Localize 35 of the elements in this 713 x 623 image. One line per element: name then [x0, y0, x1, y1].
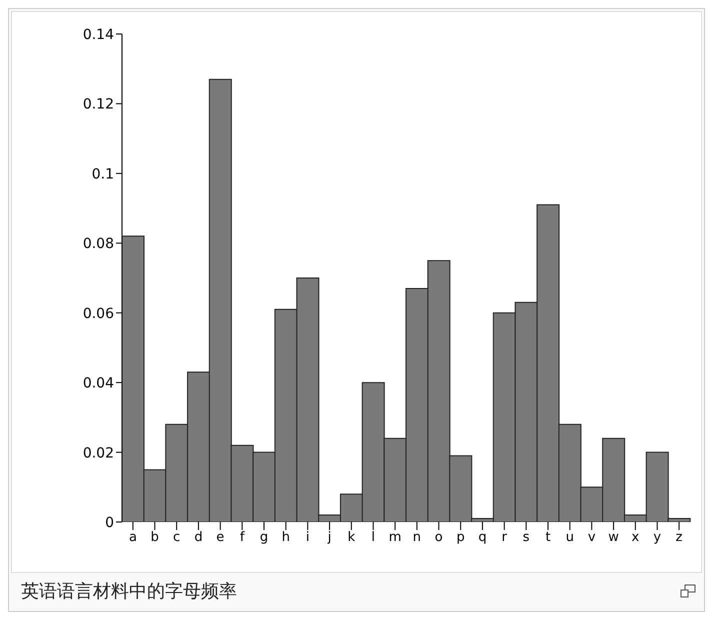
x-tick-label: t: [545, 530, 551, 546]
x-tick-label: m: [388, 530, 402, 546]
x-tick-label: s: [522, 530, 530, 546]
x-tick-label: w: [608, 530, 620, 546]
x-tick-label: u: [566, 530, 574, 546]
x-tick-label: p: [456, 530, 465, 546]
x-tick-label: v: [588, 530, 596, 546]
x-tick-label: i: [306, 530, 310, 546]
x-tick-label: l: [371, 530, 376, 546]
x-tick-label: f: [240, 530, 245, 546]
y-tick-label: 0.08: [82, 236, 114, 252]
y-tick-label: 0.02: [82, 445, 114, 462]
x-tick-label: z: [676, 530, 683, 546]
x-tick-label: a: [128, 530, 137, 546]
y-tick-label: 0.1: [92, 166, 114, 182]
x-tick-label: n: [412, 530, 422, 546]
x-tick-label: r: [502, 530, 508, 546]
x-tick-label: o: [434, 530, 443, 546]
text: 英语语言材料中的字母频率: [21, 581, 237, 602]
x-tick-label: g: [260, 530, 268, 546]
x-tick-label: h: [282, 530, 290, 546]
y-tick-label: 0.06: [82, 306, 114, 322]
x-tick-label: c: [173, 530, 180, 546]
x-tick-label: j: [326, 530, 332, 546]
x-tick-label: y: [653, 530, 662, 546]
x-tick-label: d: [194, 530, 203, 546]
x-tick-label: k: [348, 530, 356, 546]
x-tick-label: x: [632, 530, 640, 546]
y-tick-label: 0: [105, 514, 114, 531]
y-tick-label: 0.04: [82, 376, 114, 392]
x-tick-label: q: [478, 530, 487, 546]
x-tick-label: b: [150, 530, 159, 546]
y-tick-label: 0.14: [82, 26, 114, 43]
y-tick-label: 0.12: [82, 96, 114, 113]
x-tick-label: e: [216, 530, 224, 546]
